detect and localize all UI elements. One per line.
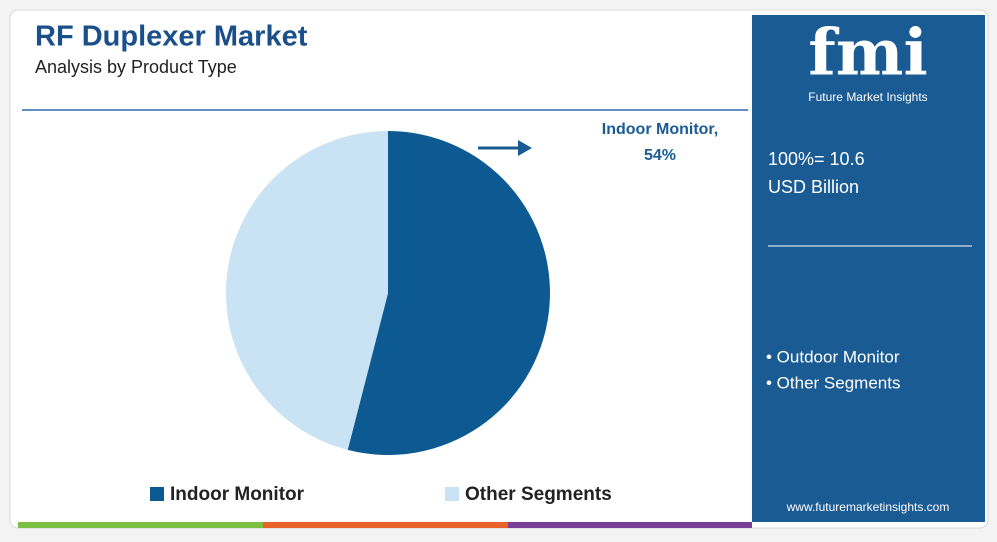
pie-slice <box>347 131 550 455</box>
chart-subtitle: Analysis by Product Type <box>35 57 237 77</box>
bullet: • Other Segments <box>766 373 900 392</box>
legend-label: Other Segments <box>465 484 612 505</box>
chart-title: RF Duplexer Market <box>35 21 308 53</box>
side-panel <box>752 15 985 522</box>
strip <box>508 522 752 528</box>
legend-swatch <box>445 487 459 501</box>
pie-slice <box>226 130 388 450</box>
legend-swatch <box>150 487 164 501</box>
strip <box>263 522 508 528</box>
logo: fmi <box>808 16 928 91</box>
annotation: Indoor Monitor, <box>602 121 718 138</box>
url: www.futuremarketinsights.com <box>786 500 950 514</box>
legend-label: Indoor Monitor <box>170 484 305 505</box>
total: 100%= 10.6 <box>768 149 865 169</box>
unit: USD Billion <box>768 177 859 197</box>
logo-caption: Future Market Insights <box>808 90 927 104</box>
bullet: • Outdoor Monitor <box>766 347 900 366</box>
arrow-head <box>518 140 532 156</box>
data-label: 54% <box>644 147 676 164</box>
strip <box>18 522 263 528</box>
